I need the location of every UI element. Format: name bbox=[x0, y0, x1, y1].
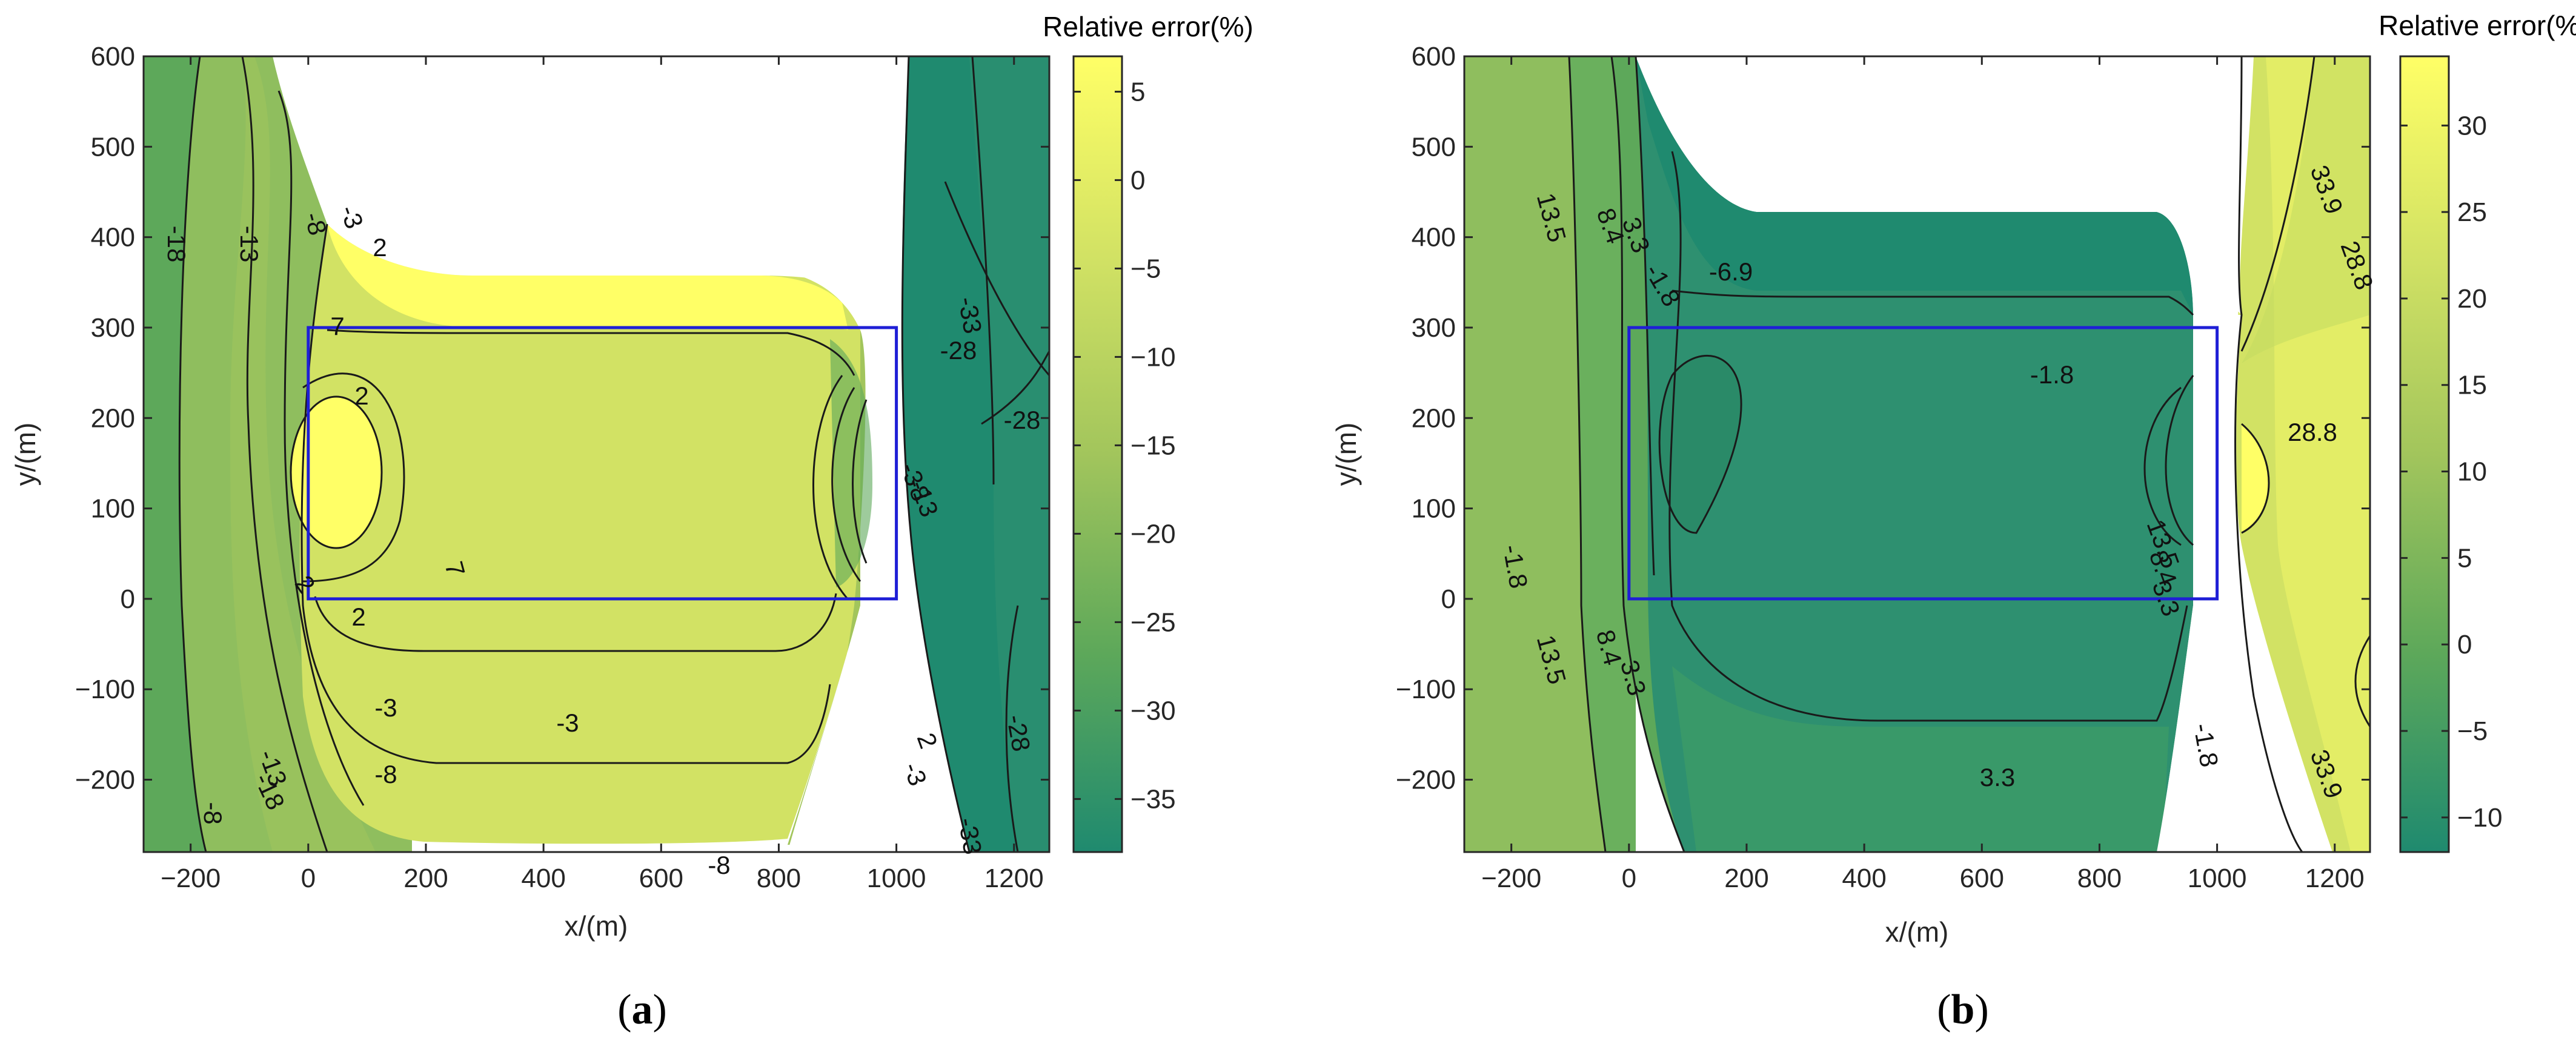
y-tick-label: 500 bbox=[1412, 132, 1456, 162]
y-axis-label-b: y/(m) bbox=[1330, 423, 1362, 486]
contour-label: -1.8 bbox=[2030, 360, 2074, 389]
x-axis-label-b: x/(m) bbox=[1885, 916, 1949, 948]
colorbar-tick-label: 30 bbox=[2457, 111, 2487, 140]
y-tick-label: −200 bbox=[1396, 765, 1456, 795]
contour-label: 2 bbox=[351, 603, 365, 631]
contour-label: -3 bbox=[374, 693, 397, 722]
contour-field-a bbox=[144, 56, 1049, 852]
contour-label: -28 bbox=[1001, 713, 1036, 754]
contour-label: -33 bbox=[953, 816, 988, 857]
y-tick-label: 100 bbox=[1412, 494, 1456, 524]
y-tick-label: 400 bbox=[1412, 223, 1456, 253]
contour-label: 2 bbox=[354, 382, 368, 410]
colorbar-tick-label: 25 bbox=[2457, 197, 2487, 227]
x-tick-label: 400 bbox=[1842, 864, 1886, 893]
contour-label: -18 bbox=[162, 226, 191, 263]
contour-label: 28.8 bbox=[2288, 418, 2337, 446]
panel-letter-a: a bbox=[632, 986, 653, 1033]
study-rectangle-b bbox=[1627, 326, 2219, 601]
colorbar-tick-label: 5 bbox=[1130, 77, 1145, 107]
contour-field-b bbox=[1464, 56, 2370, 852]
colorbar-ticks-b: −10 −5 0 5 10 15 20 25 30 bbox=[2400, 111, 2503, 833]
x-tick-label: 200 bbox=[403, 864, 448, 893]
axes-frame-a bbox=[142, 55, 1051, 853]
panel-label-a: (a) bbox=[617, 986, 667, 1033]
contour-label: -13 bbox=[235, 226, 264, 263]
colorbar-ticks-a: −35 −30 −25 −20 −15 −10 −5 0 5 bbox=[1074, 77, 1176, 814]
panel-label-b: (b) bbox=[1937, 986, 1989, 1033]
contour-label: 3.3 bbox=[1980, 763, 2015, 791]
axes-frame-b bbox=[1463, 55, 2371, 853]
colorbar-b bbox=[2399, 55, 2450, 853]
colorbar-tick-label: −30 bbox=[1130, 696, 1176, 725]
panel-a: −200 0 200 400 600 800 1000 1200−200−1000100200… bbox=[10, 11, 1253, 1033]
contour-label: -8 bbox=[199, 802, 227, 824]
y-tick-label: 400 bbox=[91, 223, 135, 253]
x-tick-label: 400 bbox=[521, 864, 565, 893]
contour-labels-a: -18 -13-8 -32722-3-8-3-8-13-1872-3-8-13-33… bbox=[162, 201, 1040, 879]
x-tick-label: 0 bbox=[1622, 864, 1636, 893]
y-tick-label: −100 bbox=[75, 675, 135, 704]
y-tick-label: 0 bbox=[121, 584, 135, 614]
x-tick-label: 0 bbox=[301, 864, 316, 893]
study-rectangle-a bbox=[307, 326, 898, 601]
colorbar-tick-label: −5 bbox=[2457, 716, 2488, 746]
contour-label: 7 bbox=[330, 312, 344, 340]
colorbar-tick-label: 0 bbox=[1130, 165, 1145, 195]
y-tick-label: 200 bbox=[1412, 403, 1456, 433]
axis-ticks-b: −200 0 200 400 600 800 1000 1200 −200 −100 0 100 200… bbox=[1396, 42, 2370, 893]
colorbar-a bbox=[1072, 55, 1123, 853]
y-axis-label-a: y/(m) bbox=[10, 423, 41, 486]
panel-b: −200 0 200 400 600 800 1000 1200−200−1000100200… bbox=[1330, 10, 2576, 1033]
panel-letter-b: b bbox=[1951, 986, 1975, 1033]
y-tick-label: −200 bbox=[75, 765, 135, 795]
axis-ticks-a: −200 0 200 400 600 800 1000 1200 −200 −100 0 100 200… bbox=[75, 42, 1049, 893]
colorbar-tick-label: −35 bbox=[1130, 784, 1176, 814]
y-tick-label: 600 bbox=[91, 42, 135, 71]
colorbar-tick-label: −5 bbox=[1130, 254, 1161, 283]
contour-label: -6.9 bbox=[1709, 257, 1753, 286]
y-tick-label: 300 bbox=[1412, 313, 1456, 343]
colorbar-tick-label: 15 bbox=[2457, 371, 2487, 400]
contour-label: 2 bbox=[373, 233, 387, 262]
contour-label: -3 bbox=[556, 709, 579, 737]
colorbar-tick-label: 10 bbox=[2457, 457, 2487, 487]
contour-label: -8 bbox=[374, 760, 397, 788]
x-tick-label: 1000 bbox=[2188, 864, 2247, 893]
contour-label: -28 bbox=[940, 336, 977, 365]
colorbar-tick-label: 5 bbox=[2457, 543, 2472, 573]
y-tick-label: 0 bbox=[1441, 584, 1456, 614]
contour-label: -33 bbox=[953, 295, 988, 336]
colorbar-tick-label: −10 bbox=[1130, 342, 1176, 372]
x-tick-label: −200 bbox=[161, 864, 221, 893]
y-tick-label: 500 bbox=[91, 132, 135, 162]
x-tick-label: 600 bbox=[1960, 864, 2004, 893]
colorbar-title-b: Relative error(%) bbox=[2378, 10, 2576, 41]
x-tick-label: 200 bbox=[1724, 864, 1768, 893]
x-tick-label: 600 bbox=[639, 864, 683, 893]
y-tick-label: 300 bbox=[91, 313, 135, 343]
colorbar-title-a: Relative error(%) bbox=[1043, 11, 1253, 42]
colorbar-tick-label: −20 bbox=[1130, 519, 1176, 549]
x-tick-label: 800 bbox=[757, 864, 801, 893]
colorbar-tick-label: −10 bbox=[2457, 803, 2503, 833]
y-tick-label: −100 bbox=[1396, 675, 1456, 704]
y-tick-label: 600 bbox=[1412, 42, 1456, 71]
y-tick-label: 100 bbox=[91, 494, 135, 524]
contour-label: -28 bbox=[1004, 406, 1041, 434]
colorbar-tick-label: −15 bbox=[1130, 431, 1176, 460]
x-tick-label: 1000 bbox=[867, 864, 926, 893]
x-tick-label: 800 bbox=[2077, 864, 2122, 893]
x-tick-label: 1200 bbox=[2305, 864, 2365, 893]
colorbar-tick-label: 0 bbox=[2457, 630, 2472, 659]
colorbar-tick-label: 20 bbox=[2457, 284, 2487, 314]
colorbar-tick-label: −25 bbox=[1130, 607, 1176, 637]
y-tick-label: 200 bbox=[91, 403, 135, 433]
x-tick-label: 1200 bbox=[984, 864, 1044, 893]
x-axis-label-a: x/(m) bbox=[565, 910, 628, 942]
contour-label: -8 bbox=[708, 851, 730, 879]
x-tick-label: −200 bbox=[1481, 864, 1541, 893]
